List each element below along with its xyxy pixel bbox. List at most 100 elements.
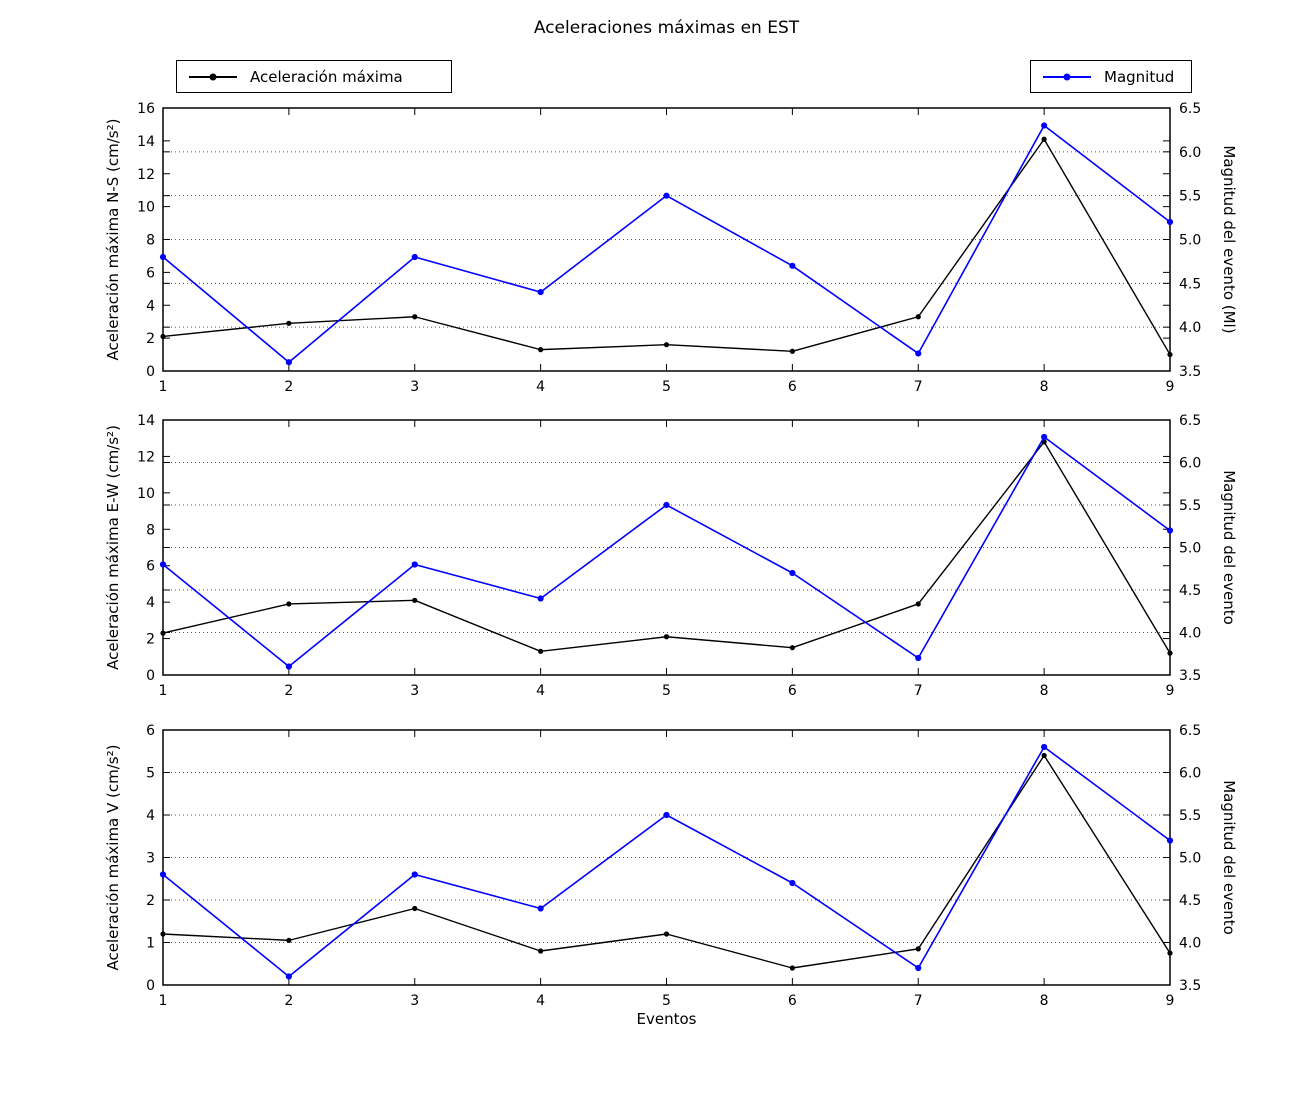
data-point-accel — [789, 965, 795, 971]
data-point-accel — [1041, 136, 1047, 142]
y-tick-label-left: 4 — [146, 808, 155, 824]
y-tick-label-left: 4 — [146, 595, 155, 611]
data-point-magnitud — [663, 192, 670, 199]
x-tick-label: 4 — [536, 993, 545, 1009]
y-tick-label-left: 8 — [146, 522, 155, 538]
y-tick-label-right: 3.5 — [1179, 978, 1201, 994]
y-tick-label-left: 10 — [137, 200, 155, 216]
data-point-magnitud — [789, 569, 796, 577]
x-tick-label: 2 — [284, 379, 293, 395]
y-axis-label-left: Aceleración máxima V (cm/s²) — [104, 745, 122, 971]
x-tick-label: 8 — [1040, 993, 1049, 1009]
data-point-magnitud — [789, 262, 796, 269]
y-tick-label-left: 2 — [146, 632, 155, 648]
y-tick-label-left: 16 — [137, 101, 155, 117]
data-point-magnitud — [159, 561, 167, 568]
x-tick-label: 6 — [788, 379, 797, 395]
y-tick-label-left: 4 — [146, 298, 155, 314]
y-tick-label-right: 5.5 — [1179, 498, 1201, 514]
x-axis-label: Eventos — [636, 1010, 697, 1028]
legend-accel-label: Aceleración máxima — [250, 67, 403, 86]
data-point-accel — [538, 347, 544, 353]
data-point-magnitud — [1166, 837, 1174, 844]
data-point-magnitud — [663, 501, 670, 509]
data-point-accel — [915, 314, 921, 320]
y-tick-label-left: 14 — [137, 413, 155, 429]
data-point-accel — [1167, 351, 1173, 358]
magnitud-line — [162, 746, 1171, 978]
y-tick-label-left: 0 — [146, 668, 155, 684]
x-tick-label: 4 — [536, 683, 545, 699]
data-point-accel — [1167, 950, 1173, 956]
data-point-accel — [789, 645, 795, 651]
data-point-magnitud — [789, 879, 796, 887]
plot-border — [162, 107, 1171, 372]
data-point-accel — [1041, 752, 1047, 759]
plot-border — [162, 729, 1171, 986]
legend-accel: Aceleración máxima — [176, 60, 452, 93]
x-tick-label: 9 — [1166, 379, 1175, 395]
magnitud-line — [162, 436, 1171, 668]
data-point-magnitud — [159, 253, 167, 261]
y-tick-label-left: 0 — [146, 978, 155, 994]
y-tick-label-right: 4.0 — [1179, 626, 1201, 642]
y-tick-label-left: 0 — [146, 364, 155, 380]
data-point-magnitud — [1041, 122, 1048, 129]
data-point-accel — [160, 931, 166, 937]
x-tick-label: 3 — [410, 993, 419, 1009]
data-point-accel — [538, 648, 544, 654]
y-tick-label-right: 6.0 — [1179, 145, 1201, 161]
legend-magnitud-line-sample — [1043, 70, 1091, 84]
x-tick-label: 5 — [662, 993, 671, 1009]
y-tick-label-left: 3 — [146, 851, 155, 867]
data-point-accel — [915, 601, 921, 607]
data-point-magnitud — [1041, 743, 1048, 751]
x-tick-label: 3 — [410, 379, 419, 395]
y-axis-label-right: Magnitud del evento — [1220, 780, 1238, 935]
data-point-magnitud — [285, 973, 292, 980]
y-tick-label-right: 5.0 — [1179, 851, 1201, 867]
y-tick-label-right: 4.0 — [1179, 936, 1201, 952]
y-tick-label-right: 4.0 — [1179, 320, 1201, 336]
legend-magnitud-label: Magnitud — [1104, 67, 1175, 86]
y-tick-label-right: 3.5 — [1179, 668, 1201, 684]
data-point-magnitud — [915, 654, 922, 662]
data-point-accel — [789, 348, 795, 354]
data-point-magnitud — [537, 905, 544, 912]
data-point-magnitud — [537, 595, 544, 602]
x-tick-label: 5 — [662, 683, 671, 699]
data-point-accel — [160, 630, 166, 636]
x-tick-label: 8 — [1040, 683, 1049, 699]
y-tick-label-left: 8 — [146, 233, 155, 249]
x-tick-label: 1 — [159, 379, 168, 395]
y-tick-label-left: 10 — [137, 486, 155, 502]
y-tick-label-right: 6.0 — [1179, 456, 1201, 472]
x-tick-label: 1 — [159, 683, 168, 699]
y-tick-label-left: 2 — [146, 331, 155, 347]
data-point-magnitud — [1166, 218, 1174, 226]
magnitud-line — [162, 124, 1171, 364]
y-tick-label-left: 6 — [146, 723, 155, 739]
legend-magnitud: Magnitud — [1030, 60, 1192, 93]
data-point-accel — [663, 342, 670, 348]
x-tick-label: 9 — [1166, 993, 1175, 1009]
y-axis-label-left: Aceleración máxima E-W (cm/s²) — [104, 425, 122, 670]
x-tick-label: 9 — [1166, 683, 1175, 699]
y-tick-label-left: 2 — [146, 893, 155, 909]
y-tick-label-left: 12 — [137, 449, 155, 465]
x-tick-label: 1 — [159, 993, 168, 1009]
data-point-accel — [412, 314, 418, 320]
legend-accel-line-sample — [189, 70, 237, 84]
accel-line — [162, 441, 1171, 654]
y-tick-label-right: 6.0 — [1179, 766, 1201, 782]
data-point-magnitud — [159, 871, 167, 878]
data-point-accel — [663, 931, 670, 937]
y-tick-label-right: 4.5 — [1179, 893, 1201, 909]
data-point-magnitud — [915, 964, 922, 972]
data-point-magnitud — [285, 359, 292, 366]
x-tick-label: 2 — [284, 993, 293, 1009]
y-tick-label-right: 6.5 — [1179, 723, 1201, 739]
data-point-magnitud — [1166, 527, 1174, 534]
data-point-magnitud — [411, 871, 418, 878]
